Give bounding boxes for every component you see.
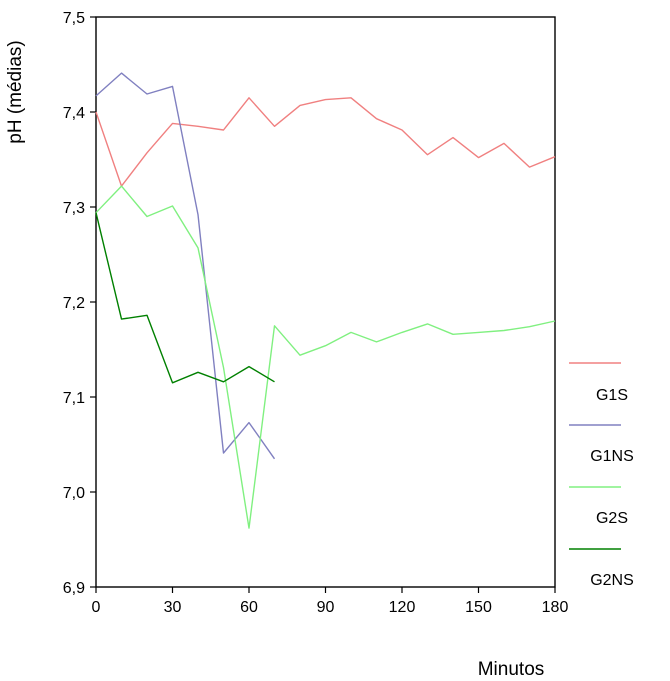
y-axis-ticks: 6,9 7,0 7,1 7,2 7,3 7,4 7,5	[63, 10, 96, 597]
x-axis-title: Minutos	[478, 659, 545, 680]
x-tick-label: 180	[542, 599, 569, 616]
y-tick-label: 6,9	[63, 580, 85, 597]
series-line-2	[95, 72, 276, 460]
x-tick-label: 60	[240, 599, 258, 616]
y-tick-label: 7,3	[63, 200, 85, 217]
legend-label: G2S	[596, 510, 628, 527]
x-axis-ticks: 0 30 60 90 120 150 180	[92, 587, 569, 616]
x-tick-label: 90	[317, 599, 335, 616]
y-tick-label: 7,0	[63, 485, 85, 502]
y-tick-label: 7,5	[63, 10, 85, 27]
legend: G1S G1NS G2S G2NS	[569, 362, 634, 589]
series-line-3	[95, 185, 556, 529]
x-tick-label: 30	[164, 599, 182, 616]
series-line-1	[95, 97, 556, 187]
legend-label: G1NS	[590, 448, 634, 465]
y-tick-label: 7,2	[63, 295, 85, 312]
legend-label: G1S	[596, 387, 628, 404]
series-lines	[95, 72, 556, 529]
legend-label: G2NS	[590, 572, 634, 589]
series-line-4	[95, 212, 275, 384]
plot-area	[95, 16, 556, 588]
y-tick-label: 7,1	[63, 390, 85, 407]
y-axis-title: pH (médias)	[5, 40, 26, 143]
x-tick-label: 0	[92, 599, 101, 616]
x-tick-label: 150	[465, 599, 492, 616]
x-tick-label: 120	[389, 599, 416, 616]
y-tick-label: 7,4	[63, 105, 85, 122]
